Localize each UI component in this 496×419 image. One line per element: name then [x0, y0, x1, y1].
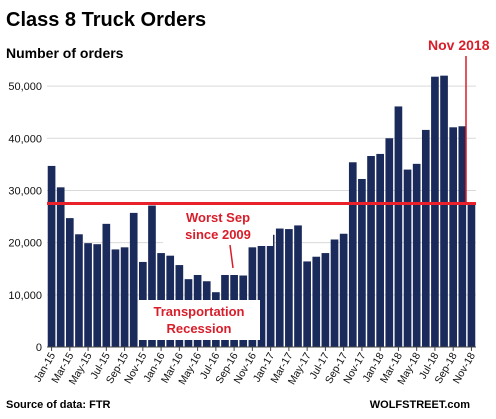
bar	[65, 218, 74, 347]
y-tick-label: 20,000	[8, 238, 42, 250]
y-axis-ticks: 0 10,000 20,000 30,000 40,000 50,000	[8, 81, 42, 354]
bar	[129, 212, 138, 347]
worst-sep-label-bg	[163, 206, 273, 246]
bar	[266, 234, 275, 347]
bar	[403, 169, 412, 347]
bar	[148, 205, 156, 347]
bar	[111, 249, 120, 347]
bar	[431, 76, 439, 347]
bar	[93, 244, 102, 347]
bar	[394, 106, 403, 347]
bar	[294, 225, 302, 347]
bar	[412, 163, 421, 347]
bar	[75, 234, 83, 347]
bar	[421, 129, 430, 347]
bar	[330, 239, 339, 347]
bar	[376, 153, 384, 347]
recession-label-bg	[138, 300, 260, 340]
bar	[56, 187, 65, 347]
source-note: Source of data: FTR	[6, 399, 111, 411]
bar	[467, 203, 476, 347]
bar	[285, 229, 293, 347]
x-axis-ticks: Jan-15Mar-15May-15Jul-15Sep-15Nov-15Jan-…	[32, 347, 478, 387]
bar	[440, 75, 448, 348]
worst-sep-pointer	[229, 244, 234, 269]
bar	[47, 165, 56, 347]
bar	[449, 127, 458, 347]
bar	[84, 243, 92, 347]
y-tick-label: 0	[36, 342, 42, 354]
chart-title: Class 8 Truck Orders	[6, 9, 206, 31]
bar	[339, 233, 348, 347]
bar	[303, 261, 311, 347]
bar	[102, 223, 111, 347]
recession-label-line1: Transportation	[153, 304, 244, 319]
recession-label-line2: Recession	[166, 321, 231, 336]
y-axis-label: Number of orders	[6, 45, 124, 61]
worst-sep-label-line1: Worst Sep	[186, 210, 250, 225]
brand-label: WOLFSTREET.com	[370, 399, 470, 411]
bar	[348, 162, 357, 347]
bar	[257, 237, 266, 347]
bar	[248, 247, 257, 347]
bar	[275, 228, 284, 347]
bar	[367, 156, 375, 347]
bar	[120, 247, 129, 347]
bar	[385, 138, 394, 347]
bar	[312, 256, 321, 347]
nov-2018-label: Nov 2018	[428, 37, 490, 53]
y-tick-label: 10,000	[8, 290, 42, 302]
bar	[358, 178, 366, 347]
y-tick-label: 30,000	[8, 185, 42, 197]
y-tick-label: 40,000	[8, 133, 42, 145]
worst-sep-label-line2: since 2009	[185, 227, 251, 242]
bar	[458, 126, 467, 348]
bar	[321, 253, 330, 347]
y-tick-label: 50,000	[8, 81, 42, 93]
